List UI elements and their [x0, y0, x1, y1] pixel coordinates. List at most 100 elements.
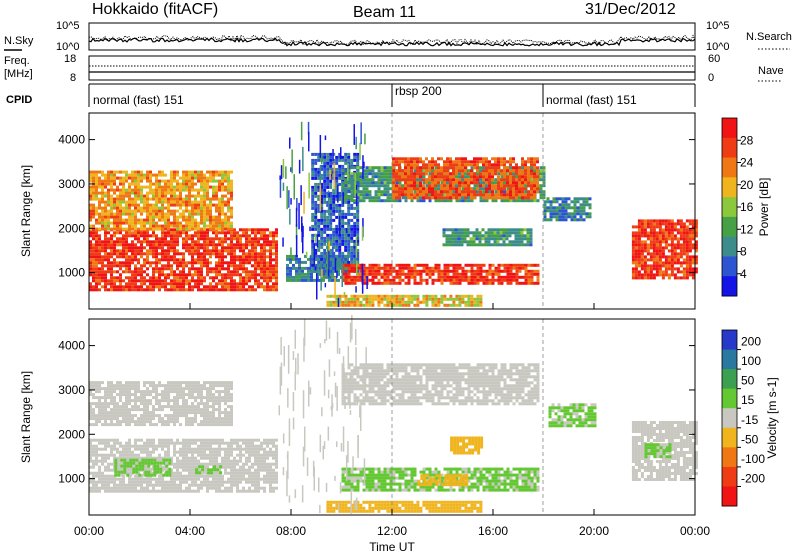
data-cell: [407, 278, 411, 282]
data-cell: [320, 242, 324, 246]
data-cell: [323, 230, 327, 234]
data-cell: [143, 252, 146, 256]
data-cell: [320, 206, 324, 210]
data-cell: [101, 191, 104, 195]
data-cell: [338, 158, 342, 162]
data-cell: [134, 197, 137, 201]
data-cell: [167, 179, 170, 183]
data-cell: [527, 281, 531, 285]
data-cell: [353, 294, 357, 298]
data-cell: [521, 266, 525, 270]
data-cell: [518, 181, 521, 185]
data-cell: [170, 179, 173, 183]
data-cell: [422, 300, 426, 304]
data-cell: [230, 215, 233, 219]
data-cell: [481, 237, 485, 241]
data-cell: [518, 281, 522, 285]
data-cell: [161, 282, 164, 286]
data-cell: [542, 190, 546, 194]
data-cell: [350, 230, 354, 234]
data-cell: [380, 166, 384, 170]
data-cell: [314, 152, 318, 156]
data-cell: [272, 270, 275, 274]
data-cell: [416, 169, 419, 173]
data-cell: [533, 193, 536, 197]
data-cell: [209, 288, 212, 292]
data-cell: [512, 175, 515, 179]
data-cell: [161, 188, 164, 192]
data-cell: [380, 281, 384, 285]
data-cell: [200, 209, 203, 213]
data-cell: [140, 273, 143, 277]
data-cell: [643, 258, 647, 262]
data-cell: [158, 282, 161, 286]
data-cell: [167, 200, 170, 204]
data-cell: [209, 276, 212, 280]
data-cell: [649, 228, 653, 232]
data-cell: [251, 288, 254, 292]
data-cell: [200, 227, 203, 231]
data-cell: [524, 160, 527, 164]
data-cell: [496, 228, 500, 232]
data-cell: [176, 179, 179, 183]
data-cell: [92, 197, 95, 201]
data-cell: [564, 206, 568, 210]
data-cell: [227, 282, 230, 286]
data-cell: [269, 240, 272, 244]
data-cell: [98, 240, 101, 244]
data-cell: [443, 269, 447, 273]
data-cell: [317, 218, 321, 222]
data-cell: [455, 199, 459, 203]
data-cell: [164, 188, 167, 192]
data-cell: [634, 231, 638, 235]
data-cell: [685, 225, 689, 229]
data-cell: [92, 194, 95, 198]
data-cell: [521, 184, 524, 188]
data-cell: [140, 264, 143, 268]
data-cell: [463, 237, 467, 241]
data-cell: [497, 160, 500, 164]
data-cell: [311, 254, 315, 258]
data-cell: [170, 288, 173, 292]
data-cell: [431, 166, 434, 170]
data-cell: [260, 267, 263, 271]
data-cell: [473, 187, 477, 191]
data-cell: [371, 199, 375, 203]
data-cell: [137, 234, 140, 238]
data-cell: [173, 282, 176, 286]
data-cell: [440, 175, 443, 179]
data-cell: [431, 181, 434, 185]
data-cell: [520, 243, 524, 247]
data-cell: [304, 272, 307, 276]
data-cell: [455, 157, 458, 161]
data-cell: [500, 181, 503, 185]
data-cell: [110, 185, 113, 189]
data-cell: [437, 172, 440, 176]
data-cell: [311, 236, 315, 240]
data-cell: [173, 261, 176, 265]
data-cell: [314, 251, 318, 255]
data-cell: [688, 246, 692, 250]
data-cell: [506, 184, 509, 188]
data-cell: [221, 173, 224, 177]
data-cell: [646, 246, 650, 250]
data-cell: [182, 288, 185, 292]
data-cell: [413, 166, 416, 170]
data-cell: [188, 282, 191, 286]
data-cell: [107, 282, 110, 286]
data-cell: [197, 231, 200, 235]
data-cell: [395, 263, 399, 267]
data-cell: [401, 172, 404, 176]
data-cell: [233, 234, 236, 238]
data-cell: [552, 200, 556, 204]
data-cell: [579, 206, 583, 210]
data-cell: [341, 175, 345, 179]
data-cell: [191, 179, 194, 183]
data-cell: [467, 175, 471, 179]
data-cell: [314, 188, 318, 192]
data-cell: [496, 234, 500, 238]
data-cell: [479, 160, 482, 164]
data-cell: [128, 218, 131, 222]
data-cell: [682, 270, 686, 274]
data-cell: [350, 236, 354, 240]
